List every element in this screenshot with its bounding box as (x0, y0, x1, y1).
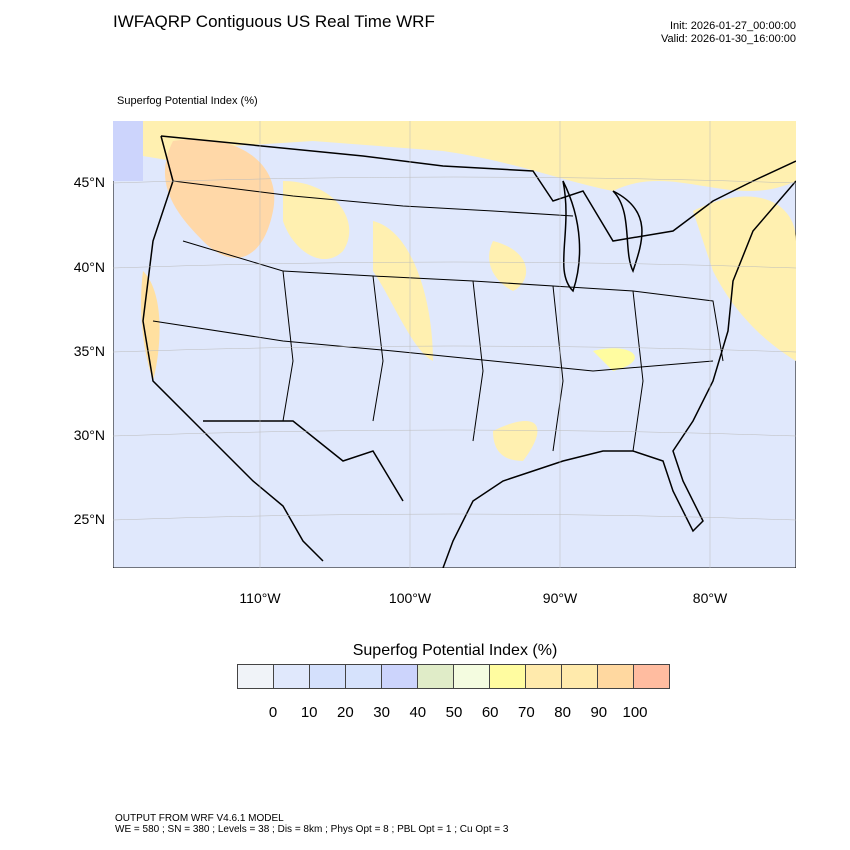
colorbar-label: 90 (590, 704, 608, 721)
lat-label: 40°N (73, 259, 105, 275)
colorbar-label: 20 (337, 704, 354, 721)
coastlines-and-borders (142, 135, 796, 568)
colorbar-label: 10 (300, 704, 318, 721)
lat-label: 25°N (73, 511, 105, 527)
colorbar-title: Superfog Potential Index (%) (352, 642, 558, 659)
colorbar-label: 60 (481, 704, 499, 721)
colorbar-label: 50 (445, 704, 463, 721)
colorbar-box (238, 665, 274, 688)
field-shading (113, 121, 796, 461)
colorbar-box (634, 665, 669, 688)
colorbar (237, 664, 670, 689)
colorbar-label: 80 (554, 704, 571, 721)
colorbar-label: 70 (518, 704, 535, 721)
colorbar-box (310, 665, 346, 688)
lon-label: 80°W (692, 590, 728, 606)
colorbar-box (490, 665, 526, 688)
colorbar-box (382, 665, 418, 688)
footer-model: OUTPUT FROM WRF V4.6.1 MODEL (115, 813, 284, 824)
footer-config: WE = 580 ; SN = 380 ; Levels = 38 ; Dis … (115, 824, 509, 835)
colorbar-box (598, 665, 634, 688)
colorbar-box (454, 665, 490, 688)
map-panel (113, 121, 796, 568)
lat-label: 35°N (73, 343, 105, 359)
footer: OUTPUT FROM WRF V4.6.1 MODEL WE = 580 ; … (115, 813, 508, 835)
colorbar-label: 0 (268, 704, 278, 721)
valid-time: Valid: 2026-01-30_16:00:00 (661, 33, 796, 45)
colorbar-box (418, 665, 454, 688)
figure-title: IWFAQRP Contiguous US Real Time WRF (113, 12, 435, 31)
state-borders (152, 180, 724, 452)
time-info: Init: 2026-01-27_00:00:00 Valid: 2026-01… (661, 20, 796, 46)
init-time: Init: 2026-01-27_00:00:00 (670, 20, 796, 32)
colorbar-label: 100 (622, 704, 648, 721)
lon-label: 100°W (388, 590, 432, 606)
field-label: Superfog Potential Index (%) (117, 95, 258, 107)
colorbar-label: 30 (373, 704, 390, 721)
graticule (113, 121, 796, 568)
lat-label: 45°N (73, 174, 105, 190)
colorbar-box (526, 665, 562, 688)
colorbar-box (274, 665, 310, 688)
colorbar-box (562, 665, 598, 688)
lat-label: 30°N (73, 427, 105, 443)
lon-label: 110°W (239, 590, 281, 606)
colorbar-box (346, 665, 382, 688)
colorbar-label: 40 (409, 704, 427, 721)
lon-label: 90°W (542, 590, 578, 606)
